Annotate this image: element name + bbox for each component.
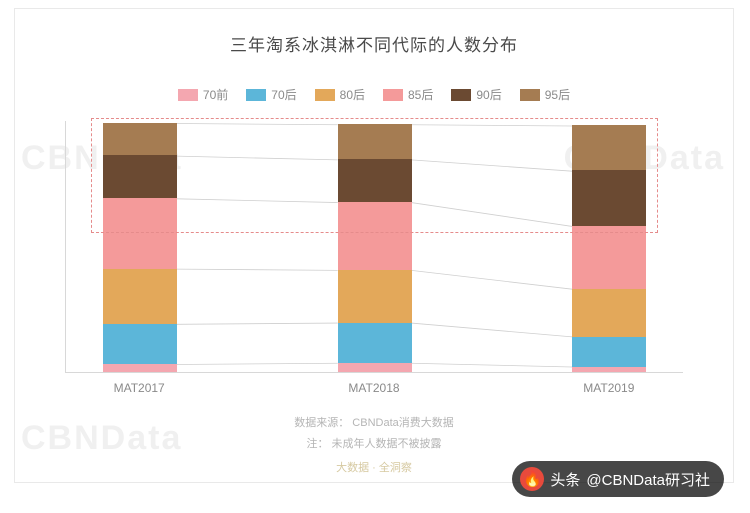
legend-label: 85后: [408, 86, 433, 103]
chart-container: CBNData CBNData CBNData 三年淘系冰淇淋不同代际的人数分布…: [14, 8, 734, 483]
footnotes: 数据来源： CBNData消费大数据 注： 未成年人数据不被披露: [15, 413, 733, 455]
bar-segment: [572, 337, 646, 367]
legend-label: 70前: [203, 86, 228, 103]
author-handle: @CBNData研习社: [586, 469, 710, 490]
author-pill[interactable]: 🔥 头条 @CBNData研习社: [512, 461, 724, 497]
legend-swatch: [451, 89, 471, 101]
bar-segment: [103, 155, 177, 198]
x-axis-label: MAT2019: [559, 381, 659, 395]
author-prefix: 头条: [550, 469, 580, 490]
bar-segment: [338, 124, 412, 159]
bar: [103, 123, 177, 372]
note-row: 注： 未成年人数据不被披露: [15, 434, 733, 455]
legend-item: 80后: [315, 86, 365, 103]
chart-title: 三年淘系冰淇淋不同代际的人数分布: [15, 31, 733, 56]
x-axis-label: MAT2017: [89, 381, 189, 395]
avatar-icon: 🔥: [520, 467, 544, 491]
legend-item: 85后: [383, 86, 433, 103]
bar-segment: [572, 170, 646, 225]
bar-segment: [103, 364, 177, 372]
x-axis-labels: MAT2017 MAT2018 MAT2019: [65, 381, 683, 399]
legend-label: 90后: [476, 86, 501, 103]
bar-segment: [103, 198, 177, 269]
legend-label: 70后: [271, 86, 296, 103]
legend-item: 70后: [246, 86, 296, 103]
bar-segment: [338, 323, 412, 363]
legend-swatch: [178, 89, 198, 101]
note-label: 注：: [306, 438, 328, 450]
source-value: CBNData消费大数据: [352, 417, 453, 429]
bar-segment: [338, 159, 412, 202]
bar: [338, 124, 412, 372]
source-label: 数据来源：: [294, 417, 349, 429]
legend-item: 90后: [451, 86, 501, 103]
legend-item: 70前: [178, 86, 228, 103]
bar-segment: [338, 202, 412, 270]
legend: 70前 70后 80后 85后 90后 95后: [15, 86, 733, 103]
bar-segment: [103, 324, 177, 364]
legend-swatch: [246, 89, 266, 101]
bar-segment: [572, 125, 646, 170]
bar-segment: [572, 226, 646, 289]
bar-segment: [338, 270, 412, 323]
legend-swatch: [520, 89, 540, 101]
bar-segment: [572, 367, 646, 372]
source-row: 数据来源： CBNData消费大数据: [15, 413, 733, 434]
bar: [572, 125, 646, 372]
bar-segment: [103, 269, 177, 324]
bar-segment: [103, 123, 177, 156]
legend-item: 95后: [520, 86, 570, 103]
bar-segment: [572, 289, 646, 337]
legend-swatch: [383, 89, 403, 101]
legend-label: 80后: [340, 86, 365, 103]
legend-label: 95后: [545, 86, 570, 103]
x-axis-label: MAT2018: [324, 381, 424, 395]
note-value: 未成年人数据不被披露: [332, 438, 442, 450]
legend-swatch: [315, 89, 335, 101]
bar-segment: [338, 363, 412, 372]
plot-area: [65, 121, 683, 373]
